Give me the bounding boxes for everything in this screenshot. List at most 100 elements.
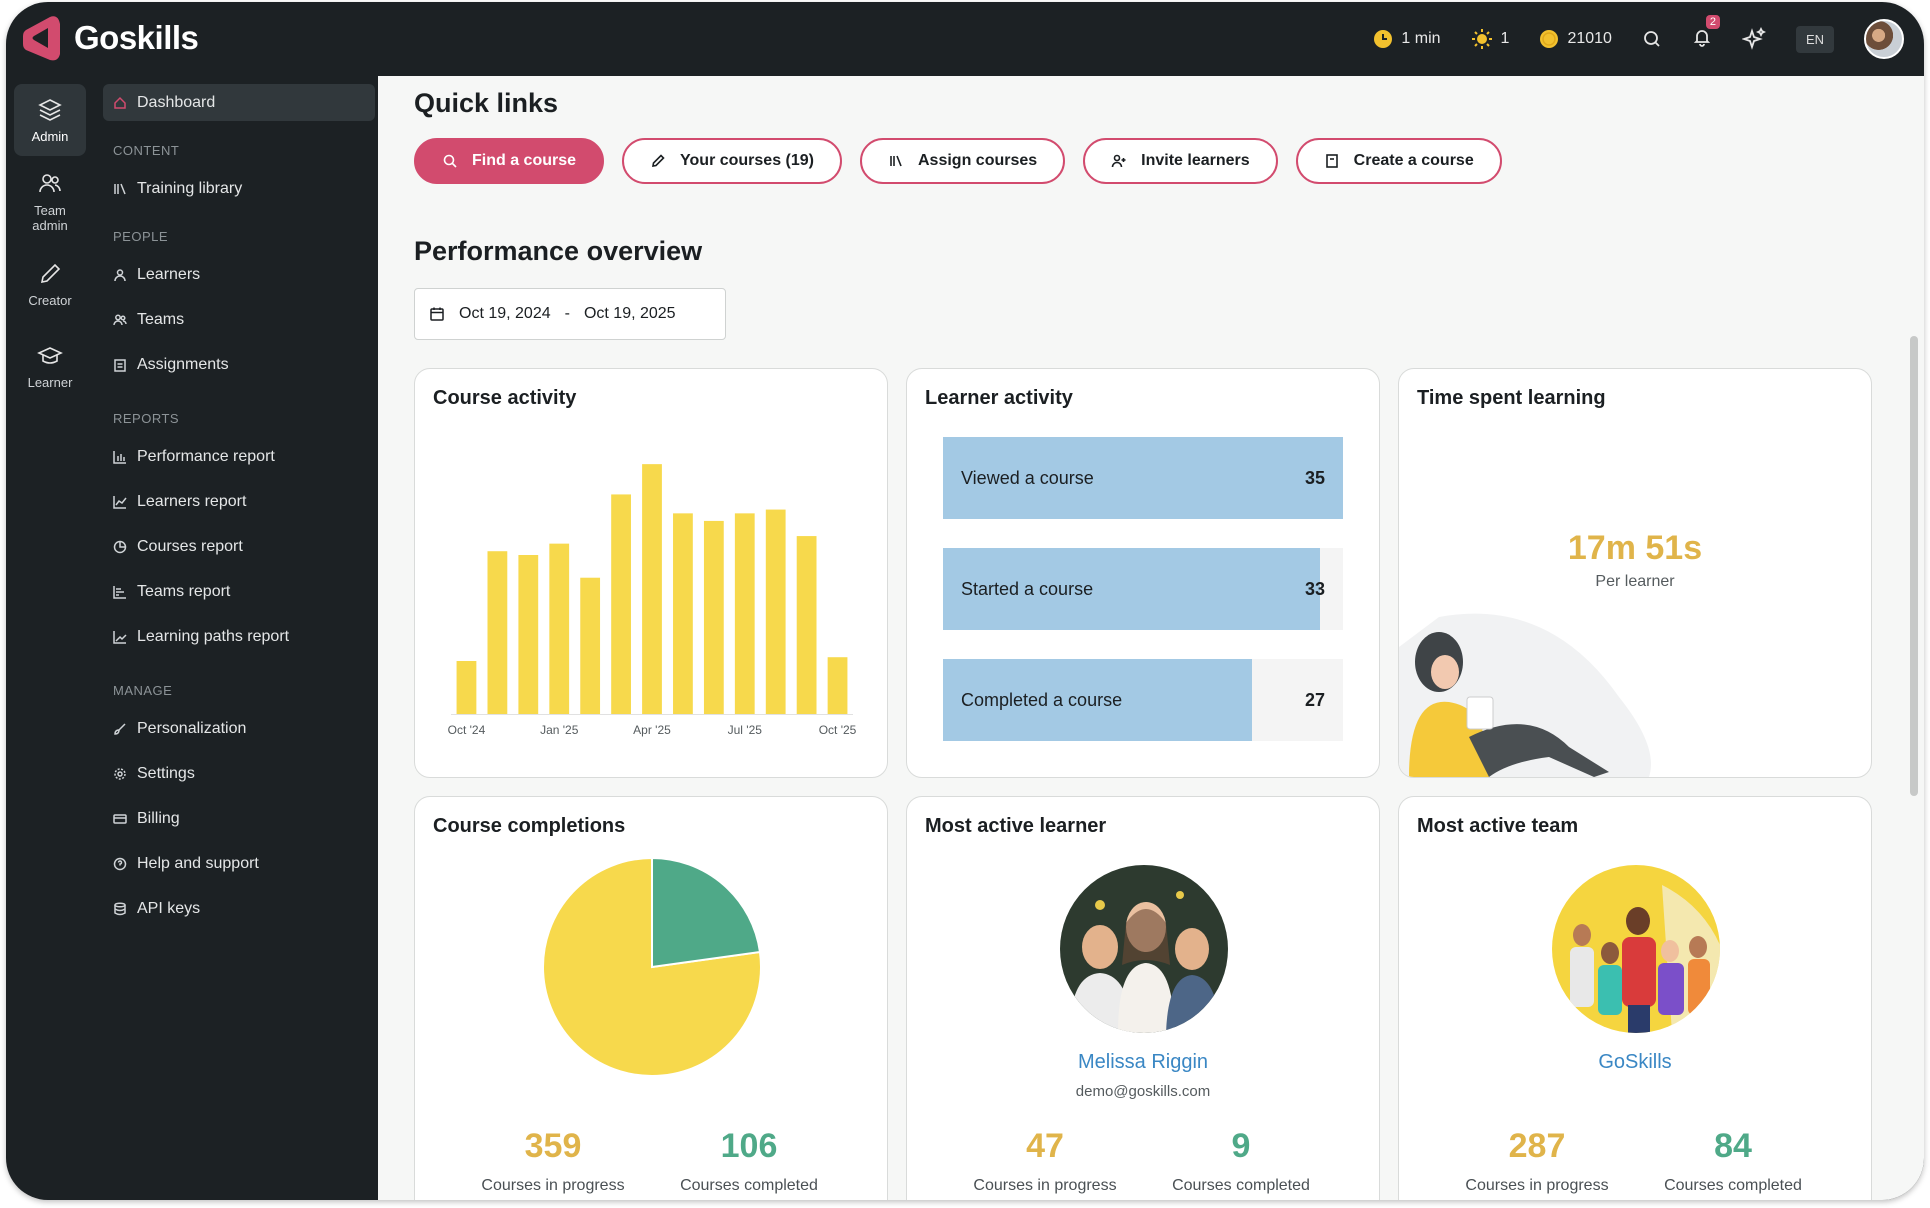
rail-label-learner: Learner	[27, 374, 73, 390]
bar-Feb '25[interactable]	[580, 577, 601, 714]
rail-item-learner[interactable]: Learner	[14, 330, 86, 402]
sidebar-item-performance-report[interactable]: Performance report	[103, 438, 375, 475]
coins-stat[interactable]: 21010	[1539, 29, 1612, 49]
user-icon	[114, 268, 126, 281]
most-active-learner-card: Most active learner Melissa Riggin demo@…	[906, 796, 1380, 1200]
bar-Nov '24[interactable]	[487, 551, 508, 714]
rail-label-admin: Admin	[31, 128, 69, 144]
sidebar-item-learners[interactable]: Learners	[103, 256, 375, 293]
bar-Jul '25[interactable]	[734, 513, 755, 714]
library-icon	[890, 155, 902, 167]
course-activity-card: Course activity Oct '24 Jan '25 Apr '25 Jul…	[414, 368, 888, 778]
activity-bar-started: Started a course 33	[943, 548, 1343, 630]
sidebar-label: Assignments	[137, 355, 229, 373]
logo-text: Goskills	[74, 19, 199, 56]
date-separator: -	[564, 305, 570, 322]
team-illustration[interactable]	[1552, 865, 1720, 1033]
language-button[interactable]: EN	[1795, 25, 1834, 53]
card-title: Time spent learning	[1417, 387, 1606, 409]
sparkle-ai-icon[interactable]	[1741, 27, 1766, 51]
sidebar-heading-content: CONTENT	[113, 143, 180, 158]
sidebar-label: Training library	[137, 179, 243, 197]
sidebar-item-teams[interactable]: Teams	[103, 301, 375, 338]
time-spent-value: 17m 51s	[1567, 529, 1703, 567]
assign-courses-button[interactable]: Assign courses	[860, 138, 1066, 184]
main-scrollbar[interactable]	[1910, 336, 1918, 796]
bar-Oct '25[interactable]	[827, 657, 848, 714]
activity-bar-fill	[943, 548, 1321, 630]
date-range-picker[interactable]: Oct 19, 2024 - Oct 19, 2025	[414, 288, 726, 340]
role-rail: Admin Team admin Creator Learner	[14, 84, 86, 412]
create-course-label: Create a course	[1353, 152, 1474, 169]
most-active-team-card: Most active team GoSkills 287 Courses in…	[1398, 796, 1872, 1200]
notification-badge: 2	[1705, 14, 1720, 29]
rail-item-team-admin[interactable]: Team admin	[14, 166, 86, 238]
notifications-button[interactable]: 2	[1692, 14, 1720, 52]
learner-photo[interactable]	[1060, 865, 1228, 1033]
sidebar-label: API keys	[137, 899, 201, 917]
team-name-link[interactable]: GoSkills	[1598, 1051, 1672, 1073]
rail-label-creator: Creator	[28, 292, 72, 308]
sidebar-label: Courses report	[137, 537, 243, 555]
bar-Jan '25[interactable]	[549, 543, 570, 714]
bar-Apr '25[interactable]	[642, 464, 662, 714]
stat-in-progress-value: 47	[1026, 1127, 1064, 1165]
bar-Aug '25[interactable]	[765, 509, 786, 714]
bar-Dec '24[interactable]	[518, 555, 539, 714]
find-course-button[interactable]: Find a course	[414, 138, 605, 184]
sidebar-item-courses-report[interactable]: Courses report	[103, 528, 375, 565]
brush-icon	[114, 722, 126, 735]
sidebar-item-billing[interactable]: Billing	[103, 800, 375, 837]
your-courses-label: Your courses (19)	[680, 152, 814, 169]
quick-links-row: Find a course Your courses (19) Assign c…	[414, 138, 1502, 184]
sidebar-item-assignments[interactable]: Assignments	[103, 346, 375, 383]
search-icon[interactable]	[1642, 29, 1662, 49]
rail-item-admin[interactable]: Admin	[14, 84, 86, 156]
database-icon	[114, 901, 126, 915]
stat-completed-value: 9	[1231, 1127, 1251, 1165]
sidebar-label: Settings	[137, 764, 195, 782]
sidebar-item-help[interactable]: Help and support	[103, 845, 375, 882]
bar-Sep '25[interactable]	[796, 536, 817, 714]
clock-icon	[1374, 30, 1393, 48]
user-avatar[interactable]	[1864, 19, 1904, 59]
help-circle-icon	[113, 857, 127, 870]
your-courses-button[interactable]: Your courses (19)	[622, 138, 842, 184]
sidebar-label: Teams report	[137, 582, 231, 600]
sidebar-item-learning-paths-report[interactable]: Learning paths report	[103, 618, 375, 655]
bar-Jun '25[interactable]	[703, 520, 724, 714]
sidebar-item-dashboard[interactable]: Dashboard	[103, 84, 375, 121]
card-title: Course activity	[433, 387, 577, 409]
bar-Mar '25[interactable]	[611, 494, 631, 714]
stat-completed-label: Courses completed	[1664, 1177, 1802, 1194]
sidebar-label: Personalization	[137, 719, 247, 737]
top-right-controls: 1 min 1 21010 2 EN	[1373, 2, 1904, 76]
activity-value: 35	[1304, 468, 1325, 488]
create-course-button[interactable]: Create a course	[1295, 138, 1502, 184]
sidebar-item-learners-report[interactable]: Learners report	[103, 483, 375, 520]
learner-name-link[interactable]: Melissa Riggin	[1077, 1051, 1209, 1073]
streak-stat[interactable]: 1	[1471, 28, 1509, 50]
sidebar-item-teams-report[interactable]: Teams report	[103, 573, 375, 610]
bar-May '25[interactable]	[673, 513, 693, 714]
logo[interactable]: Goskills	[20, 14, 199, 62]
pie-slice-completed[interactable]	[651, 856, 762, 969]
users-icon	[113, 314, 127, 325]
sidebar-item-training-library[interactable]: Training library	[103, 170, 375, 207]
sidebar-item-api-keys[interactable]: API keys	[103, 890, 375, 927]
activity-bar-fill	[943, 437, 1343, 519]
layers-icon	[38, 98, 62, 121]
learner-email: demo@goskills.com	[1075, 1083, 1211, 1100]
time-stat[interactable]: 1 min	[1373, 29, 1441, 49]
graduation-cap-icon	[37, 346, 63, 364]
sidebar-item-personalization[interactable]: Personalization	[103, 710, 375, 747]
library-icon	[114, 183, 126, 194]
bar-Oct '24[interactable]	[456, 661, 477, 714]
learner-activity-card: Learner activity Viewed a course 35 Star…	[906, 368, 1380, 778]
stat-in-progress-label: Courses in progress	[973, 1177, 1117, 1194]
sidebar-item-settings[interactable]: Settings	[103, 755, 375, 792]
find-course-label: Find a course	[472, 152, 577, 169]
rail-item-creator[interactable]: Creator	[14, 248, 86, 320]
clipboard-icon	[114, 358, 126, 372]
invite-learners-button[interactable]: Invite learners	[1083, 138, 1278, 184]
